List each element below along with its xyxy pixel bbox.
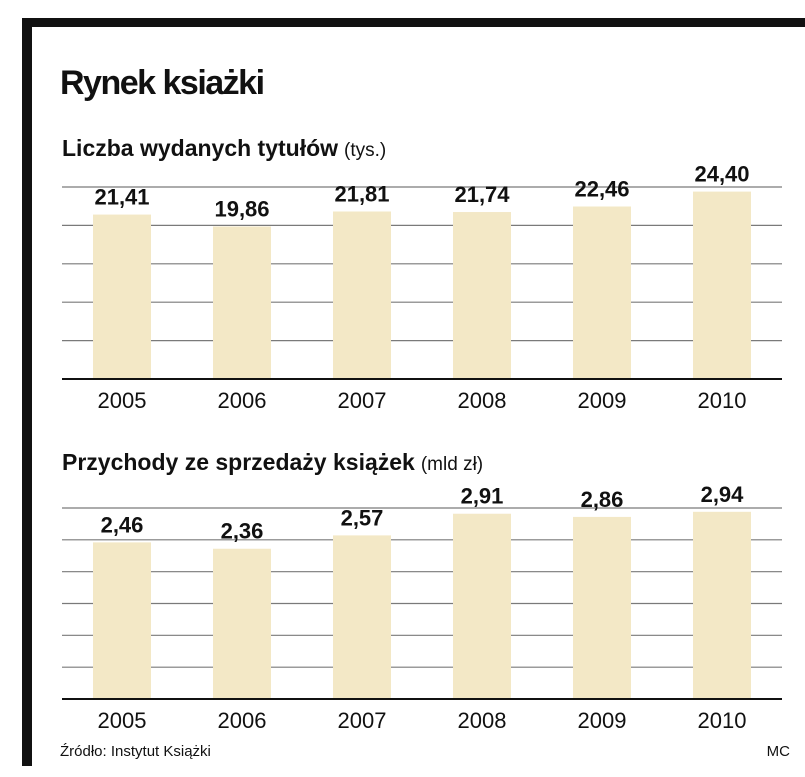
page-title: Rynek ksiażki — [60, 64, 264, 102]
x-tick-label: 2006 — [218, 388, 267, 413]
x-tick-label: 2007 — [338, 388, 387, 413]
bar — [93, 542, 151, 699]
chart-title: Przychody ze sprzedaży książek (mld zł) — [62, 449, 483, 475]
x-tick-label: 2008 — [458, 388, 507, 413]
chart-title: Liczba wydanych tytułów (tys.) — [62, 135, 386, 161]
bar — [453, 513, 511, 699]
credit: MC — [767, 743, 790, 760]
frame-left — [22, 18, 32, 766]
chart-unit: (tys.) — [344, 140, 386, 161]
x-tick-label: 2007 — [338, 708, 387, 733]
bar — [693, 191, 751, 379]
chart-unit: (mld zł) — [421, 454, 483, 475]
x-tick-label: 2009 — [578, 388, 627, 413]
bar — [333, 535, 391, 699]
value-label: 2,46 — [101, 512, 144, 537]
bar — [333, 211, 391, 379]
value-label: 21,81 — [334, 181, 389, 206]
value-label: 2,36 — [221, 519, 264, 544]
chart-title-main: Liczba wydanych tytułów — [62, 135, 338, 161]
x-tick-label: 2009 — [578, 708, 627, 733]
value-label: 19,86 — [214, 196, 269, 221]
value-label: 22,46 — [574, 177, 629, 202]
bar — [573, 516, 631, 699]
bar — [453, 212, 511, 379]
bar — [693, 511, 751, 699]
value-label: 2,86 — [581, 487, 624, 512]
bar — [213, 226, 271, 379]
x-tick-label: 2008 — [458, 708, 507, 733]
x-tick-label: 2010 — [698, 388, 747, 413]
value-label: 21,74 — [454, 182, 510, 207]
value-label: 2,91 — [461, 484, 504, 509]
frame-top — [22, 18, 805, 27]
x-tick-label: 2005 — [98, 708, 147, 733]
chart-title-main: Przychody ze sprzedaży książek — [62, 449, 415, 475]
bar — [213, 548, 271, 699]
x-tick-label: 2005 — [98, 388, 147, 413]
source: Źródło: Instytut Książki — [60, 743, 211, 760]
bar — [93, 214, 151, 379]
value-label: 2,57 — [341, 505, 384, 530]
x-tick-label: 2006 — [218, 708, 267, 733]
value-label: 21,41 — [94, 185, 149, 210]
value-label: 2,94 — [701, 482, 745, 507]
value-label: 24,40 — [694, 162, 749, 187]
bar — [573, 206, 631, 379]
x-tick-label: 2010 — [698, 708, 747, 733]
